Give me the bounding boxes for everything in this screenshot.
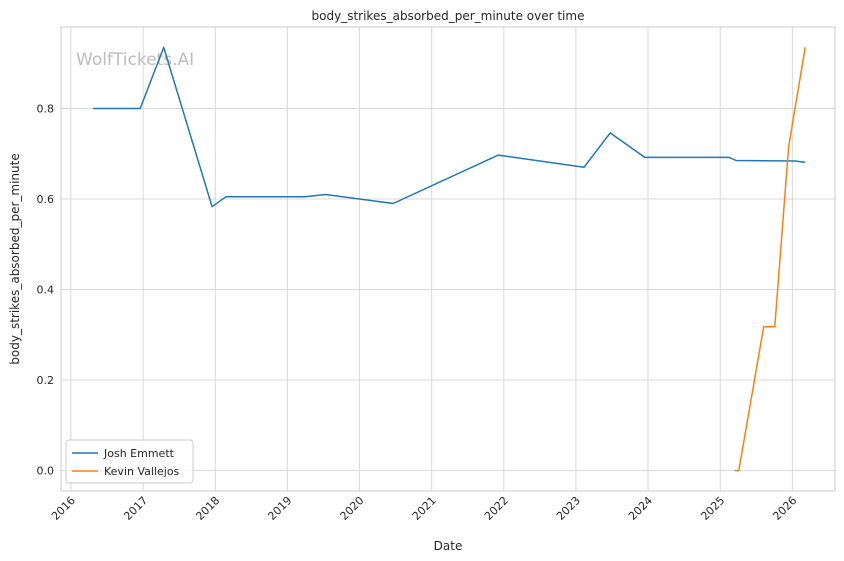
x-tick-label: 2022 (482, 494, 511, 523)
x-tick-label: 2020 (338, 494, 367, 523)
grid-lines (61, 27, 835, 491)
x-axis-label: Date (434, 539, 463, 553)
plot-frame (60, 26, 836, 492)
chart-title: body_strikes_absorbed_per_minute over ti… (312, 9, 585, 23)
y-tick-label: 0.0 (37, 465, 55, 478)
x-tick-label: 2017 (121, 494, 150, 523)
y-tick-label: 0.2 (37, 374, 55, 387)
y-tick-label: 0.4 (37, 284, 55, 297)
x-tick-label: 2018 (193, 494, 222, 523)
y-tick-labels: 0.0 0.2 0.4 0.6 0.8 (37, 102, 55, 477)
watermark: WolfTickets.AI (76, 50, 194, 70)
series-line-josh-emmett (93, 46, 806, 208)
series-layer (93, 46, 806, 472)
x-tick-label: 2023 (554, 494, 583, 523)
x-tick-label: 2024 (626, 494, 655, 523)
y-axis-label: body_strikes_absorbed_per_minute (8, 153, 22, 364)
y-tick-label: 0.8 (37, 102, 55, 115)
series-line-kevin-vallejos (734, 47, 806, 472)
x-tick-label: 2016 (49, 494, 78, 523)
x-tick-labels: 2016 2017 2018 2019 2020 2021 2022 2023 2024 2025… (49, 494, 799, 523)
x-tick-label: 2021 (410, 494, 439, 523)
y-tick-label: 0.6 (37, 193, 55, 206)
x-tick-label: 2026 (770, 494, 799, 523)
legend-box (65, 439, 194, 484)
x-tick-label: 2025 (698, 494, 727, 523)
legend-label-josh-emmett: Josh Emmett (103, 447, 175, 460)
x-tick-label: 2019 (265, 494, 294, 523)
legend-label-kevin-vallejos: Kevin Vallejos (104, 465, 180, 478)
legend: Josh Emmett Kevin Vallejos (65, 439, 194, 484)
